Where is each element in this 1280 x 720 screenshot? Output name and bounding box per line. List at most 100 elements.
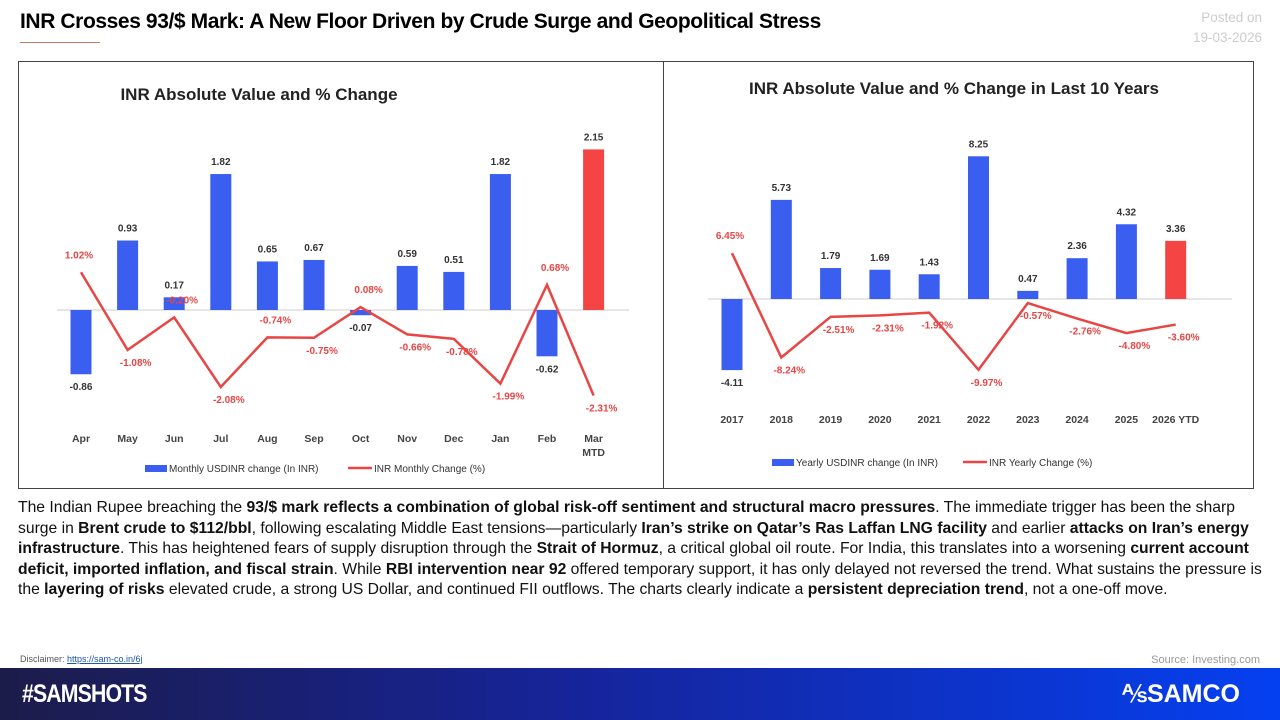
legend-line-label: INR Monthly Change (%): [374, 464, 485, 475]
bar: [350, 310, 372, 316]
bar-value-label: 0.67: [304, 243, 324, 254]
bar: [489, 174, 511, 310]
samco-logo: ⅍SAMCO: [1122, 680, 1240, 709]
bar-value-label: -0.86: [70, 382, 93, 393]
category-label: 2022: [967, 414, 991, 426]
category-label: 2021: [918, 414, 942, 426]
line-value-label: -3.60%: [1168, 333, 1200, 344]
category-label: 2026 YTD: [1152, 414, 1200, 426]
bar-value-label: -0.07: [349, 323, 372, 334]
posted-date: Posted on 19-03-2026: [1142, 8, 1262, 48]
line-value-label: -2.31%: [586, 403, 618, 414]
category-label: 2018: [770, 414, 794, 426]
bar: [443, 271, 465, 310]
category-label: Nov: [397, 433, 417, 445]
line-value-label: -4.80%: [1119, 341, 1151, 352]
legend-bar-swatch: [145, 465, 167, 472]
category-label: 2020: [868, 414, 892, 426]
bar: [303, 259, 325, 310]
bar: [256, 261, 278, 310]
category-label: Oct: [352, 433, 370, 445]
category-label: Feb: [538, 433, 557, 445]
monthly-inr-chart: INR Absolute Value and % Change -0.86 Apr 0…: [18, 61, 664, 489]
category-label: 2024: [1065, 414, 1089, 426]
category-label: 2023: [1016, 414, 1040, 426]
footer-banner: #SAMSHOTS ⅍SAMCO: [0, 668, 1280, 720]
category-label: May: [117, 433, 138, 445]
logo-text: SAMCO: [1146, 680, 1240, 708]
category-label: 2019: [819, 414, 843, 426]
body-text: . While: [333, 560, 386, 578]
line-value-label: -0.66%: [399, 342, 431, 353]
line-value-label: -2.51%: [823, 325, 855, 336]
legend-bar-label: Monthly USDINR change (In INR): [169, 464, 319, 475]
highlight-text: 93/$ mark reflects a combination of glob…: [246, 499, 936, 516]
category-label: Dec: [444, 433, 463, 445]
bar-value-label: 0.59: [397, 249, 417, 260]
yearly-inr-chart: INR Absolute Value and % Change in Last …: [663, 61, 1254, 489]
bar: [117, 240, 139, 310]
body-text: , a critical global oil route. For India…: [658, 540, 1131, 558]
page-title: INR Crosses 93/$ Mark: A New Floor Drive…: [20, 10, 821, 33]
line-value-label: -2.31%: [872, 323, 904, 334]
bar-value-label: 2.36: [1067, 241, 1087, 252]
body-text: . The immediate trigger has been the sha…: [18, 499, 1235, 537]
bar-value-label: 1.82: [211, 157, 231, 168]
title-underline: [20, 42, 100, 43]
bar: [1165, 240, 1187, 299]
bar: [770, 199, 792, 299]
chart-title: INR Absolute Value and % Change in Last …: [749, 79, 1159, 98]
body-text: offered temporary support, it has only d…: [18, 560, 1262, 599]
line-value-label: -2.08%: [213, 395, 245, 406]
line-value-label: -9.97%: [971, 378, 1003, 389]
posted-label: Posted on: [1201, 10, 1262, 25]
disclaimer-link[interactable]: https://sam-co.in/6j: [67, 654, 143, 664]
bar-value-label: -0.62: [536, 364, 559, 375]
bar-value-label: 1.69: [870, 253, 890, 264]
category-label: Aug: [257, 433, 277, 445]
legend-bar-label: Yearly USDINR change (In INR): [796, 458, 938, 469]
category-label: 2017: [720, 414, 744, 426]
category-label: Apr: [72, 433, 90, 445]
bar-value-label: 4.32: [1117, 207, 1137, 218]
bar: [583, 149, 605, 310]
highlight-text: Iran’s strike on Qatar’s Ras Laffan LNG …: [641, 519, 987, 537]
line-series: [730, 252, 1176, 372]
bar: [536, 310, 558, 357]
bar-value-label: 0.47: [1018, 274, 1038, 285]
bar: [869, 269, 891, 299]
disclaimer: Disclaimer: https://sam-co.in/6j: [20, 654, 143, 664]
legend-line-label: INR Yearly Change (%): [989, 458, 1092, 469]
bar: [396, 265, 418, 310]
highlight-text: Brent crude to $112/bbl: [78, 519, 252, 537]
bar: [210, 174, 232, 310]
disclaimer-label: Disclaimer:: [20, 654, 65, 664]
bar-value-label: 0.51: [444, 255, 464, 266]
bar-value-label: 1.82: [491, 157, 511, 168]
line-value-label: -1.99%: [493, 392, 525, 403]
bar: [70, 310, 92, 375]
body-text: , not a one-off move.: [1023, 581, 1168, 599]
line-value-label: -8.24%: [773, 366, 805, 377]
bar: [721, 299, 743, 371]
bar-value-label: 1.43: [919, 257, 939, 268]
line-value-label: -0.74%: [260, 315, 292, 326]
body-text: elevated crude, a strong US Dollar, and …: [164, 581, 808, 599]
highlight-text: current account deficit, imported inflat…: [18, 540, 1249, 578]
line-value-label: 6.45%: [716, 231, 744, 242]
bar: [918, 274, 940, 299]
bar-value-label: 0.93: [118, 224, 138, 235]
logo-icon: ⅍: [1121, 680, 1147, 708]
bar-value-label: 3.36: [1166, 224, 1186, 235]
highlight-text: Strait of Hormuz: [536, 540, 659, 558]
commentary-paragraph: The Indian Rupee breaching the 93/$ mark…: [18, 498, 1264, 601]
bar: [1017, 290, 1039, 299]
posted-value: 19-03-2026: [1192, 30, 1262, 45]
bar: [820, 268, 842, 299]
bar-value-label: 0.17: [164, 280, 184, 291]
chart-title: INR Absolute Value and % Change: [120, 85, 397, 104]
legend-bar-swatch: [772, 459, 794, 466]
category-label: Jun: [165, 433, 184, 445]
body-text: , following escalating Middle East tensi…: [251, 519, 642, 537]
line-value-label: -2.76%: [1069, 327, 1101, 338]
